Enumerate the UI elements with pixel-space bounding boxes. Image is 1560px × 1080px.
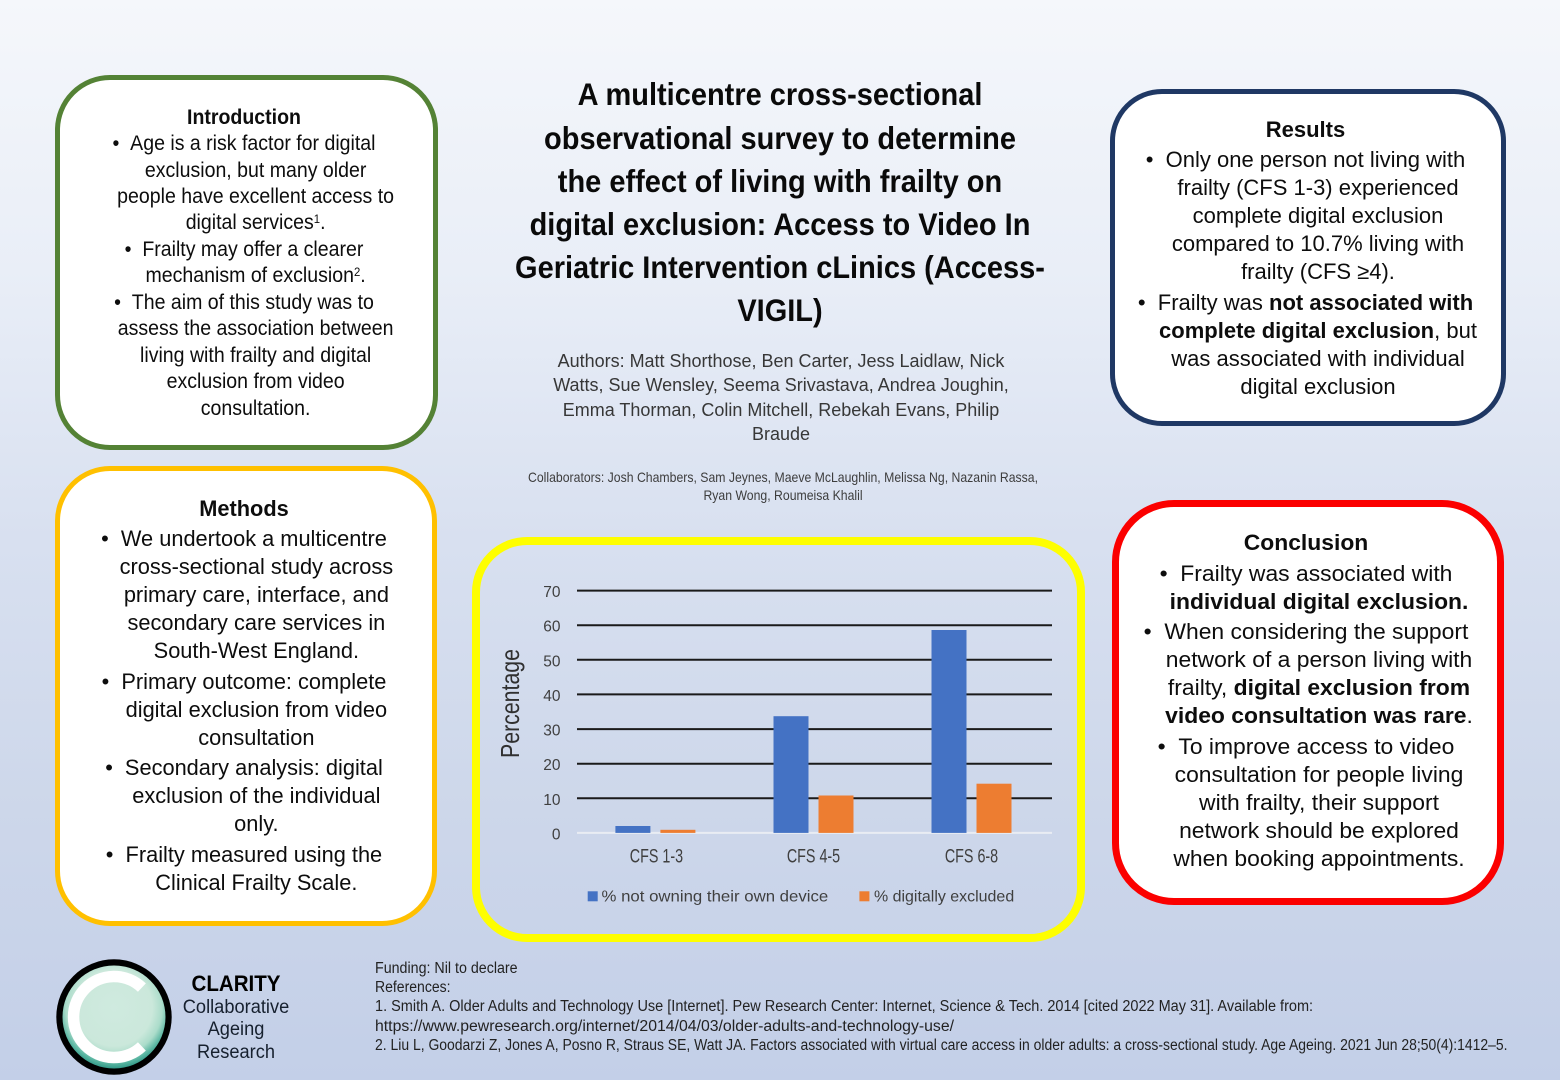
svg-text:30: 30 bbox=[543, 723, 561, 740]
svg-text:CFS 6-8: CFS 6-8 bbox=[945, 847, 998, 868]
svg-text:20: 20 bbox=[543, 757, 561, 774]
svg-text:60: 60 bbox=[543, 619, 561, 636]
svg-text:10: 10 bbox=[543, 792, 561, 809]
svg-text:% digitally excluded: % digitally excluded bbox=[874, 888, 1014, 905]
svg-text:70: 70 bbox=[543, 584, 561, 601]
svg-text:0: 0 bbox=[552, 826, 561, 843]
svg-text:CFS 1-3: CFS 1-3 bbox=[630, 847, 683, 868]
svg-text:50: 50 bbox=[543, 653, 561, 670]
svg-text:Percentage: Percentage bbox=[495, 649, 525, 758]
svg-text:% not owning their own device: % not owning their own device bbox=[602, 888, 829, 905]
svg-text:CFS 4-5: CFS 4-5 bbox=[787, 847, 840, 868]
svg-text:40: 40 bbox=[543, 688, 561, 705]
